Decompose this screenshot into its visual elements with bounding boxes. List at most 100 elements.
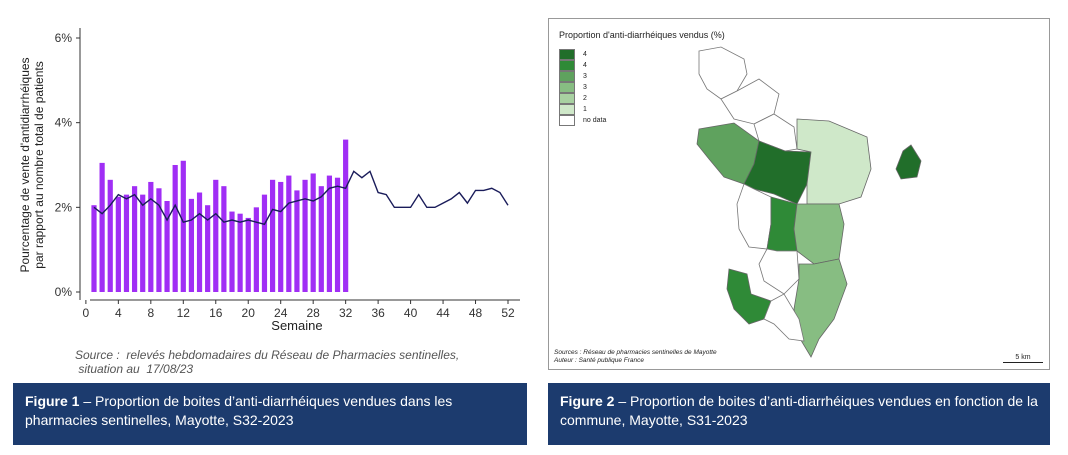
x-tick-label: 48 [469,306,483,320]
x-tick-label: 36 [371,306,385,320]
x-tick-label: 32 [339,306,353,320]
commune-sw-empty [758,248,800,295]
y-axis-title-line-2: par rapport au nombre total de patients [32,61,46,268]
bar-week-19 [237,213,243,292]
commune-north-2 [720,78,780,125]
scale-bar: 5 km [1003,354,1043,363]
bar-week-27 [302,179,308,292]
x-tick-label: 40 [404,306,418,320]
chart-source-line-1: Source : relevés hebdomadaires du Réseau… [75,348,460,362]
legend-item-6: 1 [559,104,587,115]
commune-east-mid [793,203,845,265]
map-source-line-2: Auteur : Santé publique France [554,357,644,364]
bar-week-8 [148,181,154,292]
map-source: Sources : Réseau de pharmacies sentinell… [554,349,717,365]
bar-week-29 [318,186,324,292]
bar-week-14 [196,192,203,292]
bar-week-18 [229,211,235,292]
figure-2-label: Figure 2 [560,393,615,409]
x-axis-title: Semaine [271,318,322,333]
bar-week-17 [221,186,227,292]
map-source-line-1: Sources : Réseau de pharmacies sentinell… [554,349,717,356]
scale-label: 5 km [1015,354,1031,361]
bar-line-chart: 0%2%4%6%0 4 8 12 16 20 24 28 32 36 40 44 48 52Semaine… [18,28,520,333]
bar-week-1 [91,205,97,292]
bar-week-26 [294,190,300,292]
bar-week-23 [269,179,276,292]
legend-swatch [559,104,575,115]
x-tick-label: 52 [501,306,515,320]
bar-week-22 [261,194,268,292]
x-tick-label: 44 [436,306,450,320]
bar-week-6 [131,186,138,292]
y-tick-label: 2% [55,200,73,214]
commune-far-south [763,293,805,342]
bar-week-7 [140,194,146,292]
bar-week-3 [107,179,113,292]
x-tick-label: 24 [274,306,288,320]
commune-center-north [743,140,812,205]
legend-item-1: 4 [559,49,587,60]
bar-week-21 [253,207,259,292]
series-line [93,170,509,226]
bar-week-5 [123,194,130,292]
legend-label: 1 [583,106,587,113]
x-tick-label: 12 [177,306,191,320]
bar-week-4 [115,196,121,292]
legend-label: 2 [583,95,587,102]
bar-week-20 [245,217,251,292]
bar-week-24 [278,181,284,292]
legend-item-3: 3 [559,71,587,82]
y-axis-title-line-1: Pourcentage de vente d'antidiarrhéiques [18,57,32,272]
x-tick-label: 4 [115,306,122,320]
bar-week-13 [188,198,195,292]
figure-1-caption: Figure 1 – Proportion de boites d’anti-d… [13,383,527,445]
bar-week-15 [205,205,211,292]
x-tick-label: 20 [242,306,256,320]
bar-week-32 [343,139,349,292]
figure-1-caption-text: – Proportion de boites d’anti-diarrhéiqu… [25,393,453,428]
legend-item-4: 3 [559,82,587,93]
figure-1-label: Figure 1 [25,393,80,409]
y-tick-label: 6% [55,31,73,45]
mayotte-map-shapes [696,46,922,358]
bar-week-10 [164,200,170,292]
bar-week-9 [156,188,162,292]
bar-week-25 [286,175,292,292]
legend-item-nodata: no data [559,115,606,126]
legend-label: 3 [583,84,587,91]
legend-swatch [559,115,575,126]
scale-line [1003,362,1043,363]
y-tick-label: 0% [55,285,73,299]
legend-item-5: 2 [559,93,587,104]
legend-item-2: 4 [559,60,587,71]
map-title: Proportion d'anti-diarrhéiques vendus (%… [559,30,725,40]
bar-week-16 [213,179,219,292]
bar-week-2 [99,162,105,292]
legend-swatch [559,93,575,104]
commune-south [793,258,848,358]
bar-week-12 [180,160,186,292]
x-tick-label: 0 [83,306,90,320]
commune-west [736,183,772,250]
x-tick-label: 8 [147,306,154,320]
bar-week-31 [334,177,341,292]
legend-label: 3 [583,73,587,80]
legend-label: no data [583,117,607,124]
bar-week-11 [172,165,178,292]
chart-source-line-2: situation au 17/08/23 [75,362,194,376]
legend-swatch [559,60,575,71]
bar-week-28 [310,173,316,292]
legend-swatch [559,82,575,93]
commune-center [766,196,798,252]
legend-label: 4 [583,51,587,58]
x-tick-label: 28 [306,306,320,320]
x-tick-label: 16 [209,306,223,320]
legend-swatch [559,49,575,60]
legend-swatch [559,71,575,82]
commune-map: Proportion d'anti-diarrhéiques vendus (%… [548,18,1050,370]
figure-2-caption-text: – Proportion de boites d’anti-diarrhéiqu… [560,393,1038,428]
legend-label: 4 [583,62,587,69]
bar-week-30 [326,175,333,292]
y-tick-label: 4% [55,116,73,130]
